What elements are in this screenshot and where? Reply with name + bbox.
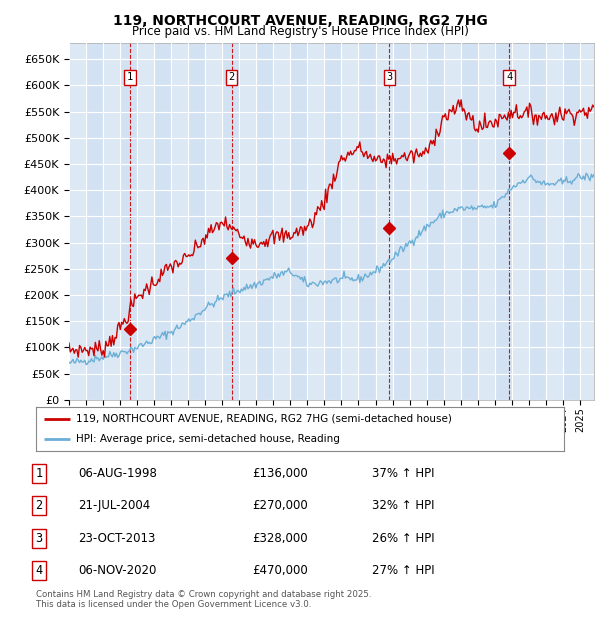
Bar (392, 43, 410, 400)
Text: 23-OCT-2013: 23-OCT-2013 (78, 532, 155, 544)
Bar (86, 43, 103, 400)
Text: 06-NOV-2020: 06-NOV-2020 (78, 564, 157, 577)
Text: 1: 1 (35, 467, 43, 480)
Bar (325, 43, 341, 400)
Text: £136,000: £136,000 (252, 467, 308, 480)
Text: 2: 2 (35, 500, 43, 512)
Text: 3: 3 (386, 73, 392, 82)
Bar (529, 43, 546, 400)
Bar (256, 43, 274, 400)
Text: Price paid vs. HM Land Registry's House Price Index (HPI): Price paid vs. HM Land Registry's House … (131, 25, 469, 38)
Text: £328,000: £328,000 (252, 532, 308, 544)
Bar (495, 43, 512, 400)
Bar (290, 43, 307, 400)
Text: 119, NORTHCOURT AVENUE, READING, RG2 7HG (semi-detached house): 119, NORTHCOURT AVENUE, READING, RG2 7HG… (76, 414, 451, 424)
Bar (461, 43, 478, 400)
Bar (154, 43, 171, 400)
Text: 119, NORTHCOURT AVENUE, READING, RG2 7HG: 119, NORTHCOURT AVENUE, READING, RG2 7HG (113, 14, 487, 28)
Bar (222, 43, 239, 400)
Bar (188, 43, 205, 400)
Text: 3: 3 (35, 532, 43, 544)
Text: 4: 4 (35, 564, 43, 577)
Text: 27% ↑ HPI: 27% ↑ HPI (372, 564, 434, 577)
Bar (120, 43, 137, 400)
Bar (563, 43, 580, 400)
Text: 37% ↑ HPI: 37% ↑ HPI (372, 467, 434, 480)
Text: Contains HM Land Registry data © Crown copyright and database right 2025.
This d: Contains HM Land Registry data © Crown c… (36, 590, 371, 609)
Text: 4: 4 (506, 73, 512, 82)
Bar (427, 43, 443, 400)
Text: 06-AUG-1998: 06-AUG-1998 (78, 467, 157, 480)
Text: £270,000: £270,000 (252, 500, 308, 512)
Text: 26% ↑ HPI: 26% ↑ HPI (372, 532, 434, 544)
Text: 32% ↑ HPI: 32% ↑ HPI (372, 500, 434, 512)
Text: 1: 1 (127, 73, 133, 82)
Text: HPI: Average price, semi-detached house, Reading: HPI: Average price, semi-detached house,… (76, 434, 340, 445)
Text: 2: 2 (229, 73, 235, 82)
Text: £470,000: £470,000 (252, 564, 308, 577)
Text: 21-JUL-2004: 21-JUL-2004 (78, 500, 150, 512)
Bar (358, 43, 376, 400)
